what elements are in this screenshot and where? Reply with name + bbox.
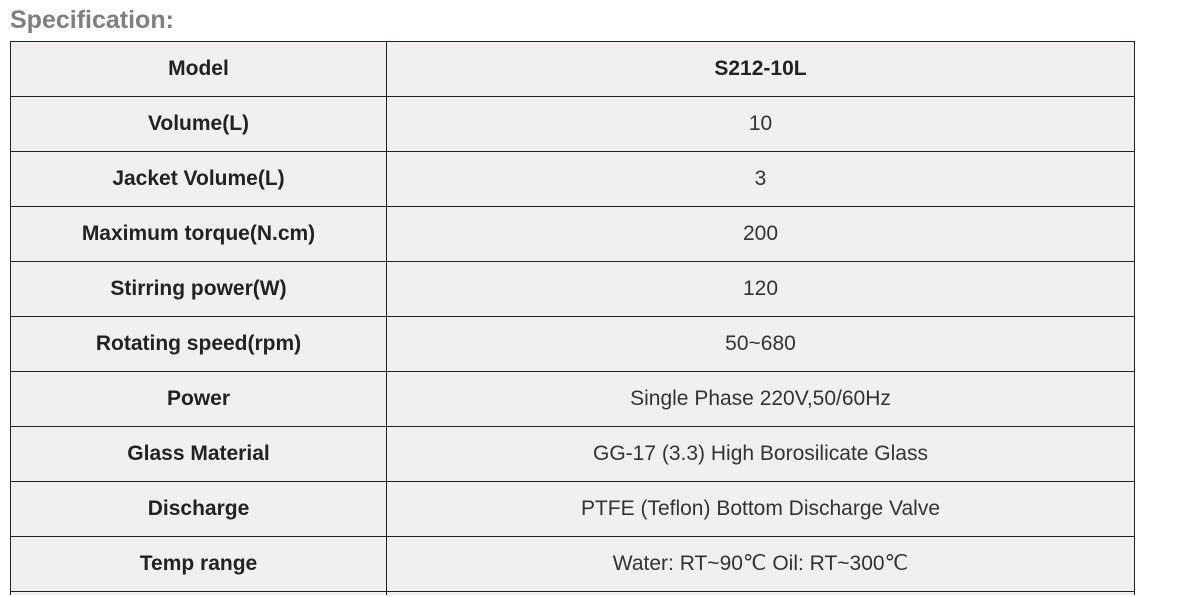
table-row: Rotating speed(rpm) 50~680 [10,316,1135,372]
spec-value: Single Phase 220V,50/60Hz [386,371,1135,427]
table-row: Power Single Phase 220V,50/60Hz [10,371,1135,427]
spec-label: Glass Material [10,426,387,482]
spec-label: Stirring power(W) [10,261,387,317]
table-row: Volume(L) 10 [10,96,1135,152]
table-row: Discharge PTFE (Teflon) Bottom Discharge … [10,481,1135,537]
spec-value: PTFE (Teflon) Bottom Discharge Valve [386,481,1135,537]
table-row: Maximum torque(N.cm) 200 [10,206,1135,262]
table-row: Glass Material GG-17 (3.3) High Borosilic… [10,426,1135,482]
spec-label: Maximum torque(N.cm) [10,206,387,262]
spec-value: 10 [386,96,1135,152]
spec-heading: Specification: [10,6,174,34]
spec-label: Jacket Volume(L) [10,151,387,207]
spec-value: S212-10L [386,41,1135,97]
spec-value: GG-17 (3.3) High Borosilicate Glass [386,426,1135,482]
spec-table: Model S212-10L Volume(L) 10 Jacket Volume(L)… [10,41,1135,595]
spec-label: Discharge [10,481,387,537]
spec-label: Temp range [10,536,387,592]
table-row: Model S212-10L [10,41,1135,97]
table-row: Jacket Volume(L) 3 [10,151,1135,207]
table-row: Temp range Water: RT~90℃ Oil: RT~300℃ [10,536,1135,592]
spec-value: 120 [386,261,1135,317]
spec-value: Water: RT~90℃ Oil: RT~300℃ [386,536,1135,592]
spec-label: Volume(L) [10,96,387,152]
spec-value: 200 [386,206,1135,262]
spec-value: 50~680 [386,316,1135,372]
table-row: Stirring power(W) 120 [10,261,1135,317]
spec-value: 3 [386,151,1135,207]
table-row-partial [10,591,1135,595]
spec-label: Model [10,41,387,97]
spec-value [386,591,1135,595]
spec-label: Rotating speed(rpm) [10,316,387,372]
spec-label: Power [10,371,387,427]
spec-label [10,591,387,595]
